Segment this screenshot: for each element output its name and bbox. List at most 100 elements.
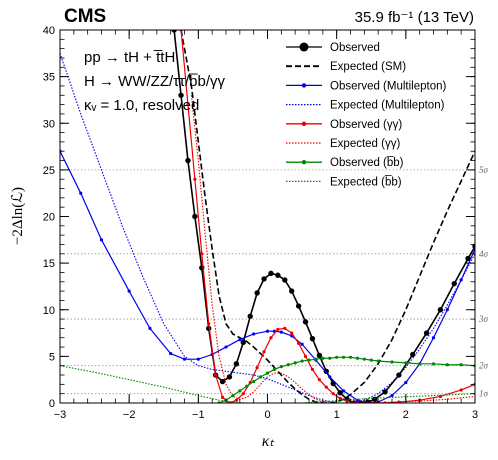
series-point	[224, 345, 228, 349]
x-tick-label: −3	[54, 409, 67, 421]
series-point	[341, 389, 346, 393]
series-point	[261, 276, 267, 282]
x-axis-label: κₜ	[262, 433, 275, 450]
series-point	[233, 361, 240, 367]
series-point	[241, 392, 245, 396]
series-point	[79, 191, 83, 195]
series-point	[303, 354, 308, 358]
legend-marker-2	[301, 83, 307, 88]
series-point	[186, 103, 190, 107]
series-point	[445, 363, 449, 367]
x-tick-label: 3	[472, 409, 478, 421]
series-point	[376, 359, 380, 363]
series-line-5	[190, 95, 475, 403]
series-point	[348, 355, 353, 359]
series-point	[207, 322, 211, 326]
x-tick-label: 1	[334, 409, 340, 421]
series-point	[283, 326, 287, 330]
series-point	[300, 342, 304, 346]
series-point	[200, 252, 204, 256]
series-point	[324, 385, 328, 389]
series-point	[178, 92, 184, 98]
legend-label-0: Observed	[330, 42, 380, 54]
sigma-label: 2σ	[479, 361, 489, 371]
series-point	[328, 375, 332, 379]
sigma-label: 4σ	[479, 249, 489, 259]
x-tick-label: 2	[403, 409, 409, 421]
series-point	[192, 213, 198, 220]
series-point	[282, 277, 288, 283]
series-point	[293, 361, 297, 365]
series-point	[431, 362, 436, 366]
series-point	[341, 355, 346, 359]
series-line-7	[60, 365, 475, 403]
x-tick-label: −2	[123, 409, 136, 421]
series-point	[127, 289, 131, 293]
y-tick-label: 25	[43, 165, 55, 177]
series-point	[289, 288, 295, 294]
series-point	[252, 332, 256, 336]
legend-label-3: Expected (Multilepton)	[330, 100, 445, 112]
series-point	[269, 336, 273, 340]
series-point	[309, 335, 316, 342]
y-tick-label: 5	[49, 351, 55, 363]
sigma-label: 3σ	[478, 314, 489, 324]
series-point	[337, 390, 343, 396]
sigma-label: 5σ	[479, 165, 489, 175]
series-point	[404, 361, 408, 365]
series-point	[262, 350, 266, 354]
series-point	[404, 380, 408, 385]
series-point	[148, 326, 152, 330]
series-point	[258, 375, 263, 379]
legend: Observed Expected (SM) Observed (Multilept…	[286, 42, 446, 188]
y-axis-label: −2Δln(ℒ)	[10, 187, 26, 245]
series-point	[431, 336, 436, 340]
series-point	[99, 238, 104, 242]
series-point	[310, 367, 315, 372]
series-point	[268, 270, 274, 277]
series-point	[321, 356, 325, 360]
series-point	[214, 373, 218, 377]
sigma-reference-lines: 1σ 2σ 3σ 4σ 5σ	[60, 165, 489, 399]
series-point	[295, 303, 302, 309]
series-point	[297, 341, 301, 345]
series-point	[193, 177, 197, 181]
series-point	[238, 337, 242, 342]
series-point	[300, 359, 304, 363]
series-point	[231, 393, 235, 398]
series-point	[423, 330, 430, 336]
series-point	[286, 363, 290, 367]
legend-label-5: Expected (γγ)	[330, 138, 400, 150]
series-point	[279, 365, 283, 369]
series-point	[445, 308, 449, 312]
series-point	[226, 374, 233, 380]
series-point	[238, 389, 242, 393]
series-point	[418, 362, 422, 366]
series-point	[182, 357, 187, 361]
series-point	[323, 368, 329, 374]
x-tick-label: 0	[264, 409, 270, 421]
luminosity-label: 35.9 fb⁻¹ (13 TeV)	[355, 9, 474, 26]
series-point	[275, 272, 281, 278]
series-point	[290, 331, 294, 335]
series-point	[390, 393, 394, 398]
series-point	[220, 395, 225, 400]
series-point	[451, 280, 457, 287]
series-point	[410, 351, 416, 358]
series-point	[335, 355, 339, 359]
y-tick-label: 20	[43, 212, 55, 224]
series-point	[252, 379, 256, 384]
series-point	[362, 357, 366, 361]
series-point	[459, 388, 463, 392]
series-point	[219, 378, 226, 385]
legend-marker-4	[301, 121, 307, 127]
experiment-label: CMS	[64, 6, 106, 27]
series-point	[265, 329, 270, 333]
legend-marker-6	[301, 160, 307, 165]
series-point	[372, 396, 378, 402]
y-tick-label: 35	[43, 72, 55, 84]
series-point	[185, 157, 191, 164]
series-point	[369, 358, 373, 362]
sigma-label: 1σ	[479, 389, 489, 399]
